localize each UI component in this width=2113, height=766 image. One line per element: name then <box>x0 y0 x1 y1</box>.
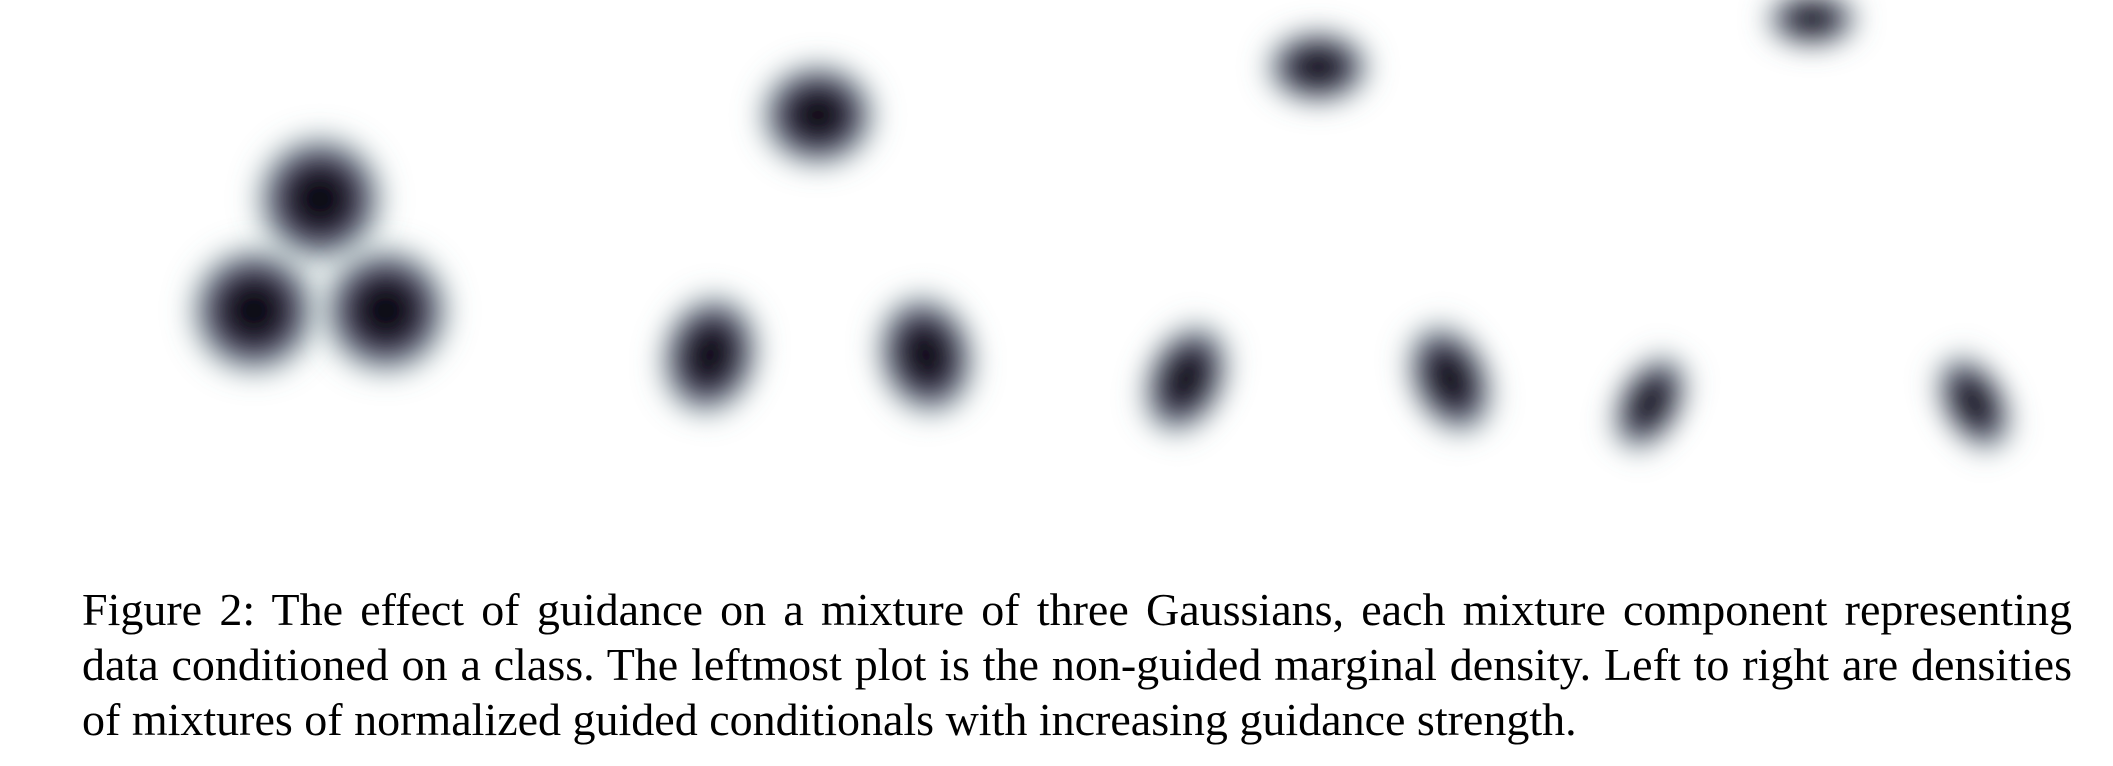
density-panel-1 <box>186 131 454 379</box>
gaussian-component-4-1 <box>1763 0 1861 49</box>
gaussian-component-4-3 <box>1934 352 2014 454</box>
density-panel-2 <box>657 59 979 420</box>
density-panel-3 <box>1140 28 1496 438</box>
gaussian-component-3-3 <box>1404 320 1496 438</box>
figure-caption: Figure 2: The effect of guidance on a mi… <box>82 584 2072 745</box>
gaussian-component-2-1 <box>756 59 880 171</box>
gaussian-component-2-3 <box>873 290 979 420</box>
gaussian-component-4-2 <box>1610 352 1690 454</box>
gaussian-component-3-1 <box>1262 28 1374 106</box>
density-panel-4 <box>1610 0 2014 454</box>
gaussian-component-1-2 <box>186 242 322 379</box>
gaussian-component-1-3 <box>318 242 454 379</box>
gaussian-component-2-2 <box>657 290 763 420</box>
gaussian-component-1-1 <box>252 131 388 267</box>
density-plots <box>186 0 2014 454</box>
gaussian-component-3-2 <box>1140 320 1232 438</box>
